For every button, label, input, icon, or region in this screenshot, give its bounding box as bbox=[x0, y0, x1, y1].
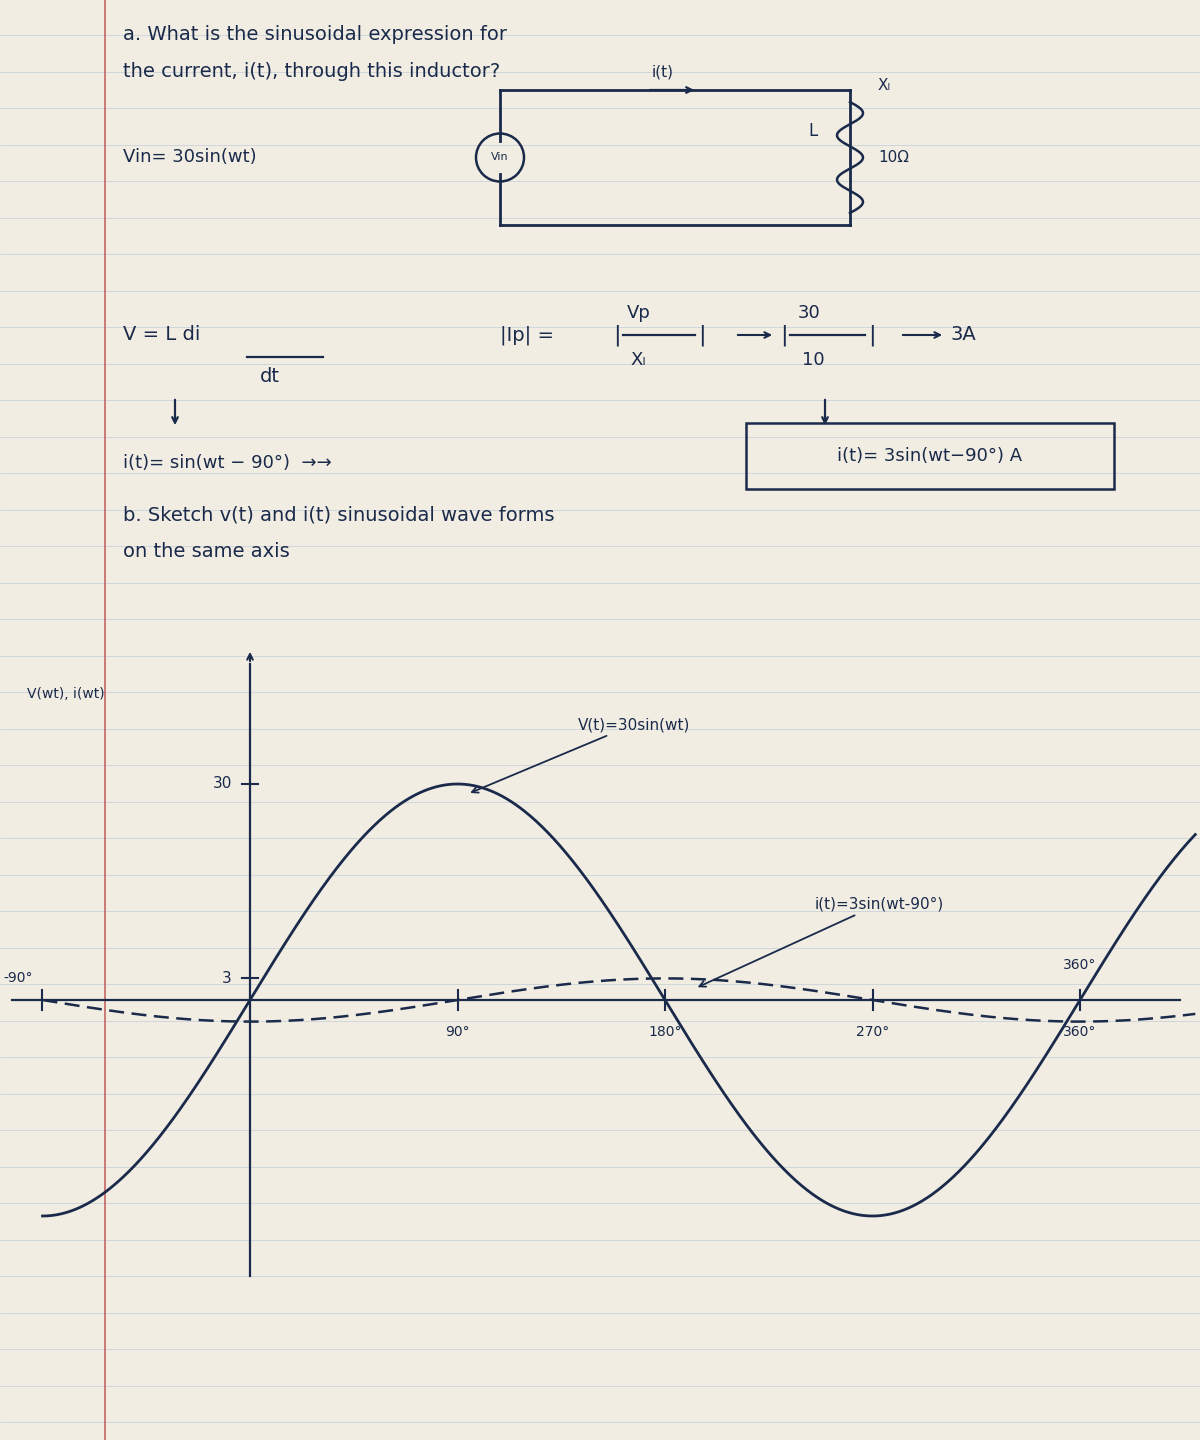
Text: 3A: 3A bbox=[950, 325, 976, 344]
Text: i(t)=3sin(wt-90°): i(t)=3sin(wt-90°) bbox=[700, 896, 944, 986]
Text: V(wt), i(wt): V(wt), i(wt) bbox=[28, 687, 106, 701]
Text: b. Sketch v(t) and i(t) sinusoidal wave forms: b. Sketch v(t) and i(t) sinusoidal wave … bbox=[124, 505, 554, 524]
Text: 30: 30 bbox=[212, 776, 232, 792]
Text: Vin= 30sin(wt): Vin= 30sin(wt) bbox=[124, 148, 257, 167]
Text: V = L di: V = L di bbox=[124, 325, 200, 344]
Text: i(t): i(t) bbox=[652, 65, 674, 79]
Text: 10Ω: 10Ω bbox=[878, 150, 910, 166]
Text: |Ip| =: |Ip| = bbox=[500, 325, 554, 344]
Text: 360°: 360° bbox=[1063, 958, 1097, 972]
Text: i(t)= sin(wt − 90°)  →→: i(t)= sin(wt − 90°) →→ bbox=[124, 454, 331, 472]
Text: 10: 10 bbox=[802, 351, 824, 369]
Text: Xₗ: Xₗ bbox=[878, 78, 890, 92]
Text: -90°: -90° bbox=[2, 971, 32, 985]
Text: Vin: Vin bbox=[491, 153, 509, 163]
Text: |: | bbox=[780, 324, 787, 346]
Text: dt: dt bbox=[260, 367, 280, 386]
Text: a. What is the sinusoidal expression for: a. What is the sinusoidal expression for bbox=[124, 26, 508, 45]
Text: V(t)=30sin(wt): V(t)=30sin(wt) bbox=[472, 717, 690, 792]
Text: Xₗ: Xₗ bbox=[630, 351, 646, 369]
Text: Vp: Vp bbox=[628, 304, 650, 323]
Text: L: L bbox=[808, 121, 817, 140]
Text: 270°: 270° bbox=[856, 1025, 889, 1040]
Text: 90°: 90° bbox=[445, 1025, 470, 1040]
Text: the current, i(t), through this inductor?: the current, i(t), through this inductor… bbox=[124, 62, 500, 81]
Text: i(t)= 3sin(wt−90°) A: i(t)= 3sin(wt−90°) A bbox=[838, 446, 1022, 465]
Text: 180°: 180° bbox=[648, 1025, 682, 1040]
Text: 3: 3 bbox=[222, 971, 232, 986]
Text: |: | bbox=[613, 324, 620, 346]
Text: |: | bbox=[698, 324, 706, 346]
Text: 30: 30 bbox=[798, 304, 821, 323]
Text: |: | bbox=[868, 324, 876, 346]
Text: 360°: 360° bbox=[1063, 1025, 1097, 1040]
Text: on the same axis: on the same axis bbox=[124, 541, 289, 562]
